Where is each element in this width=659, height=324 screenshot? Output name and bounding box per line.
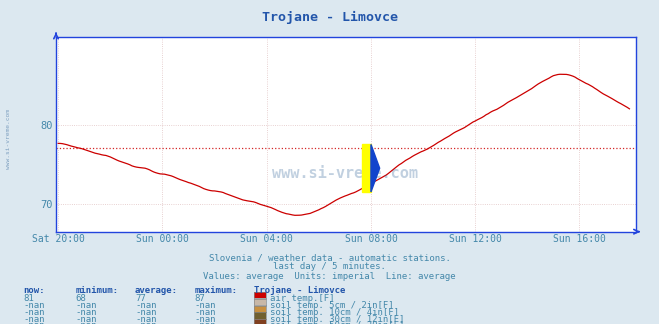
Text: www.si-vreme.com: www.si-vreme.com (6, 109, 11, 169)
Text: now:: now: (23, 286, 45, 295)
Text: 87: 87 (194, 294, 205, 303)
Text: 81: 81 (23, 294, 34, 303)
Text: 68: 68 (76, 294, 86, 303)
Text: -nan: -nan (194, 308, 216, 317)
Text: soil temp. 50cm / 20in[F]: soil temp. 50cm / 20in[F] (270, 321, 404, 324)
Text: Values: average  Units: imperial  Line: average: Values: average Units: imperial Line: av… (203, 272, 456, 281)
Text: -nan: -nan (135, 315, 157, 324)
Text: -nan: -nan (76, 308, 98, 317)
Text: last day / 5 minutes.: last day / 5 minutes. (273, 262, 386, 272)
Polygon shape (371, 145, 380, 192)
Text: -nan: -nan (23, 315, 45, 324)
Text: air temp.[F]: air temp.[F] (270, 294, 334, 303)
Text: -nan: -nan (194, 315, 216, 324)
Text: -nan: -nan (76, 315, 98, 324)
Text: -nan: -nan (23, 301, 45, 310)
Text: Trojane - Limovce: Trojane - Limovce (262, 11, 397, 24)
Text: Trojane - Limovce: Trojane - Limovce (254, 286, 345, 295)
Text: soil temp. 5cm / 2in[F]: soil temp. 5cm / 2in[F] (270, 301, 393, 310)
Text: -nan: -nan (76, 301, 98, 310)
Text: average:: average: (135, 286, 178, 295)
Bar (362, 145, 371, 192)
Text: -nan: -nan (135, 301, 157, 310)
Text: -nan: -nan (135, 308, 157, 317)
Text: 77: 77 (135, 294, 146, 303)
Text: -nan: -nan (23, 321, 45, 324)
Text: soil temp. 10cm / 4in[F]: soil temp. 10cm / 4in[F] (270, 308, 399, 317)
Text: maximum:: maximum: (194, 286, 237, 295)
Text: -nan: -nan (194, 301, 216, 310)
Text: minimum:: minimum: (76, 286, 119, 295)
Text: -nan: -nan (194, 321, 216, 324)
Text: soil temp. 30cm / 12in[F]: soil temp. 30cm / 12in[F] (270, 315, 404, 324)
Text: Slovenia / weather data - automatic stations.: Slovenia / weather data - automatic stat… (208, 253, 451, 262)
Text: -nan: -nan (135, 321, 157, 324)
Text: www.si-vreme.com: www.si-vreme.com (272, 166, 418, 181)
Text: -nan: -nan (23, 308, 45, 317)
Text: -nan: -nan (76, 321, 98, 324)
